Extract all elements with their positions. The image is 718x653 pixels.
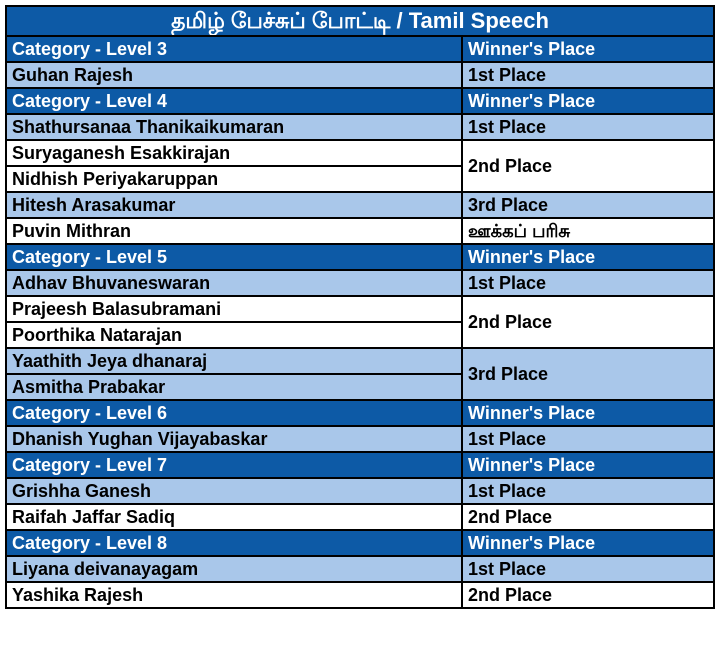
place-label: 1st Place bbox=[460, 477, 716, 505]
winner-place-header: Winner's Place bbox=[460, 529, 716, 557]
participant-name: Liyana deivanayagam bbox=[5, 555, 463, 583]
winner-place-header: Winner's Place bbox=[460, 35, 716, 63]
table-row: Adhav Bhuvaneswaran 1st Place bbox=[5, 269, 716, 297]
place-label: 3rd Place bbox=[460, 191, 716, 219]
participant-name: Poorthika Natarajan bbox=[5, 321, 463, 349]
participant-name: Hitesh Arasakumar bbox=[5, 191, 463, 219]
place-label: 1st Place bbox=[460, 425, 716, 453]
table-row: Nidhish Periyakaruppan bbox=[5, 165, 714, 193]
place-label: 1st Place bbox=[460, 269, 716, 297]
participant-name: Raifah Jaffar Sadiq bbox=[5, 503, 463, 531]
table-row: Poorthika Natarajan bbox=[5, 321, 714, 349]
category-label: Category - Level 4 bbox=[5, 87, 463, 115]
participant-name: Asmitha Prabakar bbox=[5, 373, 463, 401]
participant-name: Prajeesh Balasubramani bbox=[5, 295, 463, 323]
place-label: 2nd Place bbox=[460, 503, 716, 531]
participant-name: Adhav Bhuvaneswaran bbox=[5, 269, 463, 297]
category-header-row: Category - Level 6 Winner's Place bbox=[5, 399, 716, 427]
table-row: Grishha Ganesh 1st Place bbox=[5, 477, 716, 505]
table-row: Yaathith Jeya dhanaraj 3rd Place bbox=[5, 347, 716, 401]
winner-place-header: Winner's Place bbox=[460, 87, 716, 115]
participant-name: Guhan Rajesh bbox=[5, 61, 463, 89]
winner-place-header: Winner's Place bbox=[460, 451, 716, 479]
participant-name: Yashika Rajesh bbox=[5, 581, 463, 609]
category-header-row: Category - Level 4 Winner's Place bbox=[5, 87, 716, 115]
category-header-row: Category - Level 5 Winner's Place bbox=[5, 243, 716, 271]
category-header-row: Category - Level 3 Winner's Place bbox=[5, 35, 716, 63]
category-header-row: Category - Level 7 Winner's Place bbox=[5, 451, 716, 479]
place-label: 1st Place bbox=[460, 61, 716, 89]
place-label: 1st Place bbox=[460, 555, 716, 583]
table-row: Raifah Jaffar Sadiq 2nd Place bbox=[5, 503, 716, 531]
category-label: Category - Level 5 bbox=[5, 243, 463, 271]
place-label: 2nd Place bbox=[460, 295, 716, 349]
place-label: 1st Place bbox=[460, 113, 716, 141]
table-row: Asmitha Prabakar bbox=[5, 373, 714, 401]
category-label: Category - Level 6 bbox=[5, 399, 463, 427]
category-label: Category - Level 8 bbox=[5, 529, 463, 557]
participant-name: Grishha Ganesh bbox=[5, 477, 463, 505]
table-row: Hitesh Arasakumar 3rd Place bbox=[5, 191, 716, 219]
category-header-row: Category - Level 8 Winner's Place bbox=[5, 529, 716, 557]
table-row: Suryaganesh Esakkirajan 2nd Place bbox=[5, 139, 716, 193]
table-title: தமிழ் பேச்சுப் போட்டி / Tamil Speech bbox=[4, 5, 716, 37]
results-table-container: தமிழ் பேச்சுப் போட்டி / Tamil Speech Cat… bbox=[4, 5, 716, 650]
winner-place-header: Winner's Place bbox=[460, 243, 716, 271]
table-row: Puvin Mithran ஊக்கப் பரிசு bbox=[5, 217, 716, 245]
table-row: Yashika Rajesh 2nd Place bbox=[5, 581, 716, 609]
place-label: 2nd Place bbox=[460, 139, 716, 193]
participant-name: Shathursanaa Thanikaikumaran bbox=[5, 113, 463, 141]
table-row: Liyana deivanayagam 1st Place bbox=[5, 555, 716, 583]
category-label: Category - Level 7 bbox=[5, 451, 463, 479]
table-row: Guhan Rajesh 1st Place bbox=[5, 61, 716, 89]
place-label: ஊக்கப் பரிசு bbox=[460, 217, 716, 245]
results-table: தமிழ் பேச்சுப் போட்டி / Tamil Speech Cat… bbox=[4, 5, 716, 609]
table-row: Dhanish Yughan Vijayabaskar 1st Place bbox=[5, 425, 716, 453]
participant-name: Nidhish Periyakaruppan bbox=[5, 165, 463, 193]
participant-name: Yaathith Jeya dhanaraj bbox=[5, 347, 463, 375]
participant-name: Dhanish Yughan Vijayabaskar bbox=[5, 425, 463, 453]
table-row: Shathursanaa Thanikaikumaran 1st Place bbox=[5, 113, 716, 141]
winner-place-header: Winner's Place bbox=[460, 399, 716, 427]
participant-name: Suryaganesh Esakkirajan bbox=[5, 139, 463, 167]
category-label: Category - Level 3 bbox=[5, 35, 463, 63]
place-label: 3rd Place bbox=[460, 347, 716, 401]
table-row: Prajeesh Balasubramani 2nd Place bbox=[5, 295, 716, 349]
participant-name: Puvin Mithran bbox=[5, 217, 463, 245]
place-label: 2nd Place bbox=[460, 581, 716, 609]
table-title-row: தமிழ் பேச்சுப் போட்டி / Tamil Speech bbox=[4, 5, 716, 37]
